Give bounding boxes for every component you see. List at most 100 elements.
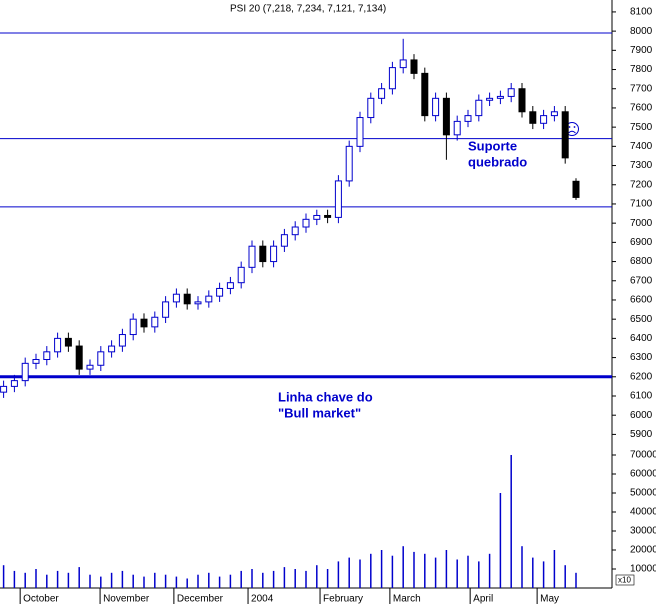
candle-body: [410, 59, 418, 74]
candle-body: [280, 234, 288, 247]
y-tick-label: 70000: [630, 450, 656, 461]
candle-body: [248, 245, 256, 268]
y-tick-label: 5900: [630, 429, 653, 440]
unit-label: x10: [618, 576, 631, 585]
y-tick-label: 7400: [630, 141, 653, 152]
candle-body: [54, 337, 62, 353]
candle-body: [21, 362, 29, 382]
candle-body: [453, 120, 461, 136]
candle-body: [313, 214, 321, 220]
candle-body: [86, 364, 94, 370]
candle-body: [291, 226, 299, 236]
candle-body: [388, 67, 396, 90]
y-tick-label: 60000: [630, 469, 656, 480]
candle-body: [183, 293, 191, 305]
y-tick-label: 7700: [630, 83, 653, 94]
y-tick-label: 6800: [630, 256, 653, 267]
y-tick-label: 7600: [630, 103, 653, 114]
y-tick-label: 6900: [630, 237, 653, 248]
y-tick-label: 7200: [630, 179, 653, 190]
y-tick-label: 6300: [630, 352, 653, 363]
y-tick-label: 6200: [630, 371, 653, 382]
y-tick-label: 10000: [630, 564, 656, 575]
y-tick-label: 7500: [630, 122, 653, 133]
candle-body: [442, 97, 450, 136]
annotation: quebrado: [468, 154, 527, 169]
candle-body: [32, 359, 40, 364]
y-tick-label: 40000: [630, 507, 656, 518]
x-tick-label: March: [393, 594, 421, 604]
x-tick-label: February: [323, 594, 363, 604]
candle-body: [496, 95, 504, 99]
y-tick-label: 7800: [630, 64, 653, 75]
y-tick-label: 6000: [630, 410, 653, 421]
y-tick-label: 30000: [630, 526, 656, 537]
candle-body: [118, 334, 126, 347]
candle-body: [194, 301, 202, 305]
candle-body: [270, 245, 278, 263]
candle-body: [226, 282, 234, 289]
candle-body: [0, 385, 8, 393]
candle-body: [324, 214, 332, 218]
candle-body: [432, 97, 440, 117]
x-tick-label: October: [23, 594, 59, 604]
y-tick-label: 6400: [630, 333, 653, 344]
candle-body: [216, 287, 224, 297]
candle-body: [151, 316, 159, 328]
candle-body: [302, 218, 310, 228]
unit-box: [615, 574, 635, 586]
y-tick-label: 7000: [630, 218, 653, 229]
y-tick-label: 7900: [630, 45, 653, 56]
x-tick-label: May: [540, 594, 559, 604]
candle-body: [529, 111, 537, 124]
y-tick-label: 8000: [630, 26, 653, 37]
candle-body: [367, 97, 375, 119]
candle-body: [540, 115, 548, 124]
candle-body: [43, 351, 51, 361]
y-tick-label: 7100: [630, 199, 653, 210]
candle-body: [64, 337, 72, 347]
y-tick-label: 6700: [630, 275, 653, 286]
candle-body: [162, 301, 170, 318]
y-tick-label: 6100: [630, 391, 653, 402]
x-tick-label: April: [473, 594, 493, 604]
candle-body: [475, 99, 483, 117]
x-tick-label: 2004: [251, 594, 274, 604]
candle-body: [140, 318, 148, 328]
candle-body: [421, 72, 429, 117]
y-tick-label: 6500: [630, 314, 653, 325]
candle-body: [205, 295, 213, 303]
y-tick-label: 7300: [630, 160, 653, 171]
candle-body: [550, 111, 558, 117]
candle-body: [486, 97, 494, 101]
candle-body: [129, 318, 137, 336]
x-tick-label: November: [103, 594, 150, 604]
annotation: Suporte: [468, 138, 517, 153]
y-tick-label: 6600: [630, 295, 653, 306]
candle-body: [399, 59, 407, 69]
candle-body: [75, 345, 83, 370]
candle-body: [97, 351, 105, 366]
candle-body: [108, 345, 116, 353]
candle-body: [10, 380, 18, 387]
candle-body: [518, 88, 526, 113]
x-tick-label: December: [177, 594, 224, 604]
candle-body: [172, 293, 180, 303]
candle-body: [259, 245, 267, 263]
annotation: "Bull market": [278, 405, 361, 420]
candle-body: [572, 180, 580, 198]
candle-body: [334, 180, 342, 218]
candle-body: [378, 88, 386, 99]
candle-body: [345, 145, 353, 182]
candle-body: [464, 115, 472, 122]
candle-body: [561, 111, 569, 159]
y-tick-label: 8100: [630, 7, 653, 18]
candle-body: [507, 88, 515, 97]
annotation: Linha chave do: [278, 389, 373, 404]
y-tick-label: 20000: [630, 545, 656, 556]
chart-title: PSI 20 (7,218, 7,234, 7,121, 7,134): [230, 4, 386, 15]
candle-body: [237, 266, 245, 284]
candle-body: [356, 117, 364, 147]
